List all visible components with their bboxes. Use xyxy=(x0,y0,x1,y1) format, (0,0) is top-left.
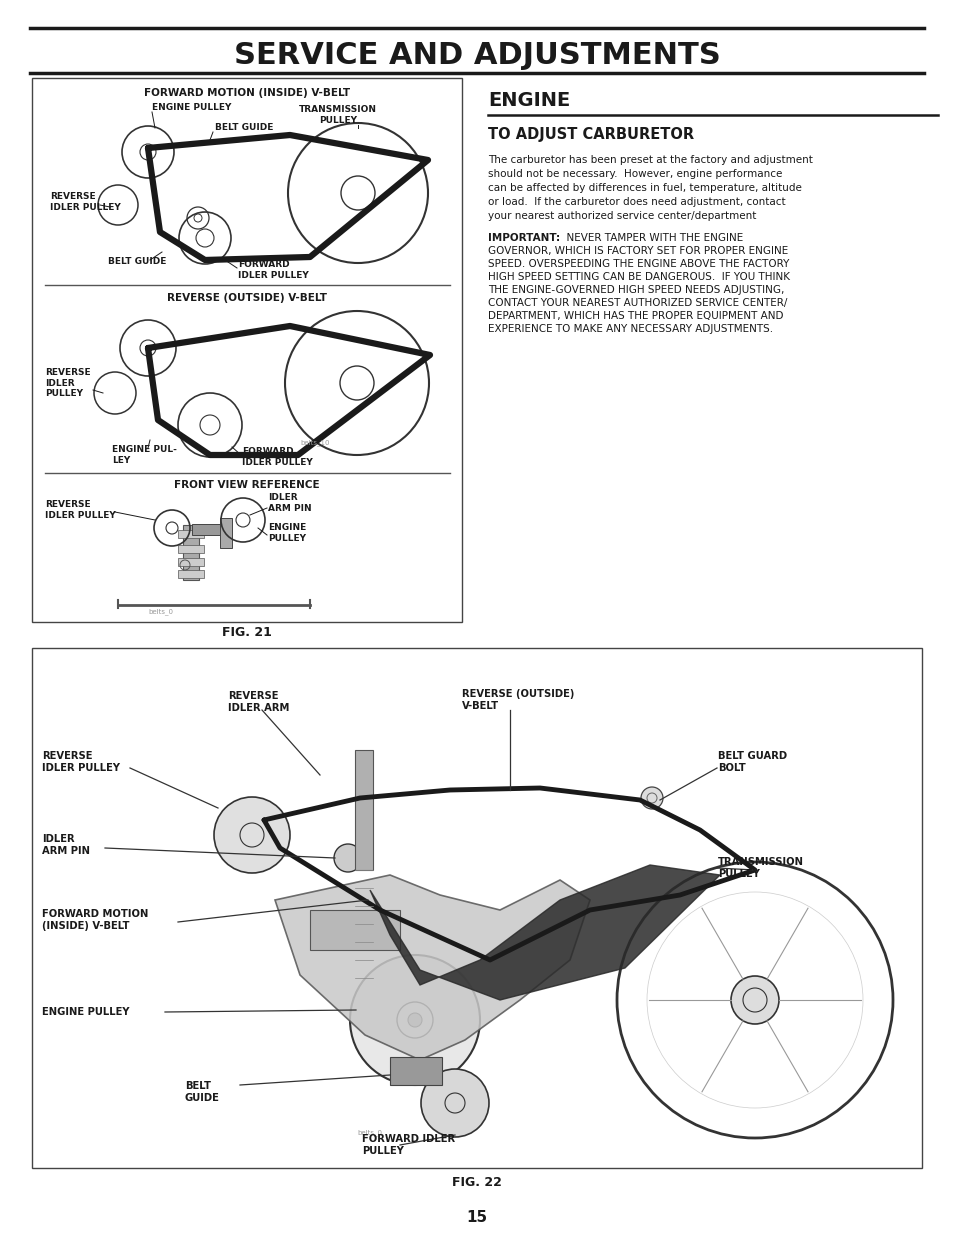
Text: REVERSE (OUTSIDE)
V-BELT: REVERSE (OUTSIDE) V-BELT xyxy=(461,689,574,711)
Text: FIG. 21: FIG. 21 xyxy=(222,626,272,640)
Text: belts_0: belts_0 xyxy=(148,609,172,615)
Text: FRONT VIEW REFERENCE: FRONT VIEW REFERENCE xyxy=(174,480,319,490)
Text: IDLER
ARM PIN: IDLER ARM PIN xyxy=(268,493,312,513)
Text: FORWARD
IDLER PULLEY: FORWARD IDLER PULLEY xyxy=(242,447,313,467)
Text: can be affected by differences in fuel, temperature, altitude: can be affected by differences in fuel, … xyxy=(488,183,801,193)
Circle shape xyxy=(420,1070,489,1137)
Text: SPEED. OVERSPEEDING THE ENGINE ABOVE THE FACTORY: SPEED. OVERSPEEDING THE ENGINE ABOVE THE… xyxy=(488,259,788,269)
Text: TRANSMISSION
PULLEY: TRANSMISSION PULLEY xyxy=(718,857,803,879)
Text: THE ENGINE-GOVERNED HIGH SPEED NEEDS ADJUSTING,: THE ENGINE-GOVERNED HIGH SPEED NEEDS ADJ… xyxy=(488,285,783,295)
Text: The carburetor has been preset at the factory and adjustment: The carburetor has been preset at the fa… xyxy=(488,156,812,165)
Circle shape xyxy=(350,955,479,1086)
Text: belts_0: belts_0 xyxy=(356,1130,381,1136)
Text: belts_10: belts_10 xyxy=(299,440,329,446)
Circle shape xyxy=(730,976,779,1024)
Polygon shape xyxy=(274,876,589,1060)
Text: 15: 15 xyxy=(466,1210,487,1225)
Text: ENGINE PUL-
LEY: ENGINE PUL- LEY xyxy=(112,446,176,464)
Bar xyxy=(178,530,204,538)
Text: CONTACT YOUR NEAREST AUTHORIZED SERVICE CENTER/: CONTACT YOUR NEAREST AUTHORIZED SERVICE … xyxy=(488,298,786,308)
Text: BELT
GUIDE: BELT GUIDE xyxy=(185,1081,219,1103)
Text: HIGH SPEED SETTING CAN BE DANGEROUS.  IF YOU THINK: HIGH SPEED SETTING CAN BE DANGEROUS. IF … xyxy=(488,272,789,282)
Text: REVERSE
IDLER
PULLEY: REVERSE IDLER PULLEY xyxy=(45,368,91,398)
Bar xyxy=(220,517,232,548)
Bar xyxy=(32,648,921,1168)
Text: REVERSE
IDLER PULLEY: REVERSE IDLER PULLEY xyxy=(45,500,115,520)
Text: FORWARD
IDLER PULLEY: FORWARD IDLER PULLEY xyxy=(237,261,309,279)
Bar xyxy=(355,750,373,869)
Text: should not be necessary.  However, engine performance: should not be necessary. However, engine… xyxy=(488,169,781,179)
Text: FORWARD IDLER
PULLEY: FORWARD IDLER PULLEY xyxy=(361,1134,455,1156)
Text: EXPERIENCE TO MAKE ANY NECESSARY ADJUSTMENTS.: EXPERIENCE TO MAKE ANY NECESSARY ADJUSTM… xyxy=(488,324,772,333)
Bar xyxy=(183,525,199,580)
Text: FIG. 22: FIG. 22 xyxy=(452,1177,501,1189)
Text: or load.  If the carburetor does need adjustment, contact: or load. If the carburetor does need adj… xyxy=(488,198,785,207)
Text: REVERSE
IDLER ARM: REVERSE IDLER ARM xyxy=(228,692,289,713)
Polygon shape xyxy=(370,864,720,1000)
Text: ENGINE: ENGINE xyxy=(488,90,570,110)
Text: NEVER TAMPER WITH THE ENGINE: NEVER TAMPER WITH THE ENGINE xyxy=(559,233,742,243)
Circle shape xyxy=(213,797,290,873)
Text: BELT GUIDE: BELT GUIDE xyxy=(108,258,166,267)
Text: BELT GUIDE: BELT GUIDE xyxy=(214,124,274,132)
Text: BELT GUARD
BOLT: BELT GUARD BOLT xyxy=(718,751,786,773)
Bar xyxy=(192,524,230,535)
Text: FORWARD MOTION (INSIDE) V-BELT: FORWARD MOTION (INSIDE) V-BELT xyxy=(144,88,350,98)
Text: REVERSE
IDLER PULLEY: REVERSE IDLER PULLEY xyxy=(50,193,121,211)
Text: REVERSE
IDLER PULLEY: REVERSE IDLER PULLEY xyxy=(42,751,120,773)
Text: DEPARTMENT, WHICH HAS THE PROPER EQUIPMENT AND: DEPARTMENT, WHICH HAS THE PROPER EQUIPME… xyxy=(488,311,782,321)
Circle shape xyxy=(640,787,662,809)
Text: TO ADJUST CARBURETOR: TO ADJUST CARBURETOR xyxy=(488,127,694,142)
Circle shape xyxy=(408,1013,421,1028)
Text: your nearest authorized service center/department: your nearest authorized service center/d… xyxy=(488,211,756,221)
Text: ENGINE PULLEY: ENGINE PULLEY xyxy=(152,104,232,112)
Text: ENGINE PULLEY: ENGINE PULLEY xyxy=(42,1007,130,1016)
Bar xyxy=(390,1057,441,1086)
Circle shape xyxy=(334,844,361,872)
Text: FORWARD MOTION
(INSIDE) V-BELT: FORWARD MOTION (INSIDE) V-BELT xyxy=(42,909,149,931)
Text: TRANSMISSION
PULLEY: TRANSMISSION PULLEY xyxy=(298,105,376,125)
Text: IMPORTANT:: IMPORTANT: xyxy=(488,233,559,243)
Bar xyxy=(32,78,461,622)
Text: SERVICE AND ADJUSTMENTS: SERVICE AND ADJUSTMENTS xyxy=(233,41,720,69)
Bar xyxy=(310,910,399,950)
Bar xyxy=(178,545,204,553)
Text: GOVERNOR, WHICH IS FACTORY SET FOR PROPER ENGINE: GOVERNOR, WHICH IS FACTORY SET FOR PROPE… xyxy=(488,246,787,256)
Bar xyxy=(178,558,204,566)
Text: IDLER
ARM PIN: IDLER ARM PIN xyxy=(42,834,90,856)
Bar xyxy=(178,571,204,578)
Text: ENGINE
PULLEY: ENGINE PULLEY xyxy=(268,524,306,542)
Text: REVERSE (OUTSIDE) V-BELT: REVERSE (OUTSIDE) V-BELT xyxy=(167,293,327,303)
